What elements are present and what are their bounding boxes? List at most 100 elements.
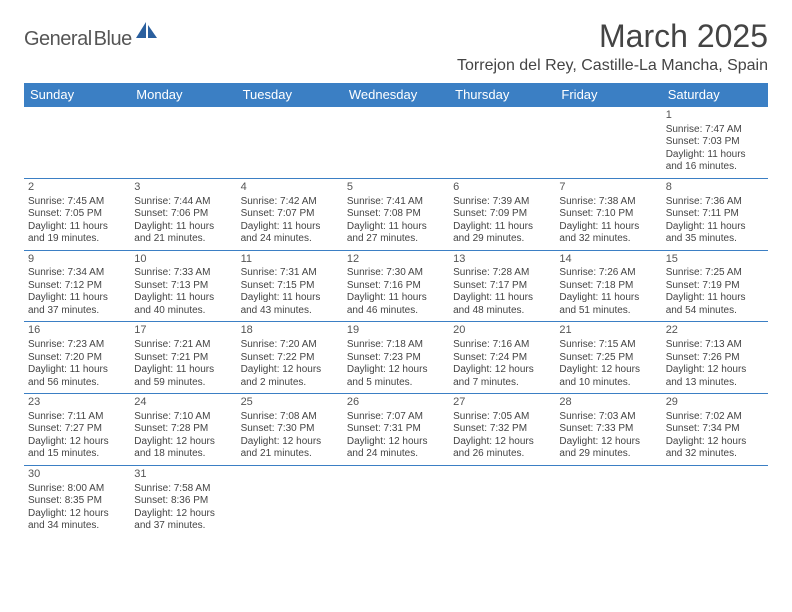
day-number: 28 (559, 396, 657, 410)
daylight-line: Daylight: 12 hours and 24 minutes. (347, 436, 445, 461)
day-number: 1 (666, 109, 764, 123)
sunrise-line: Sunrise: 7:31 AM (241, 267, 339, 280)
calendar-day-cell: 24Sunrise: 7:10 AMSunset: 7:28 PMDayligh… (130, 394, 236, 466)
daylight-line: Daylight: 12 hours and 2 minutes. (241, 364, 339, 389)
day-number: 22 (666, 324, 764, 338)
sunrise-line: Sunrise: 7:42 AM (241, 196, 339, 209)
day-number: 23 (28, 396, 126, 410)
day-number: 8 (666, 181, 764, 195)
sunset-line: Sunset: 7:26 PM (666, 352, 764, 365)
calendar-day-cell: 23Sunrise: 7:11 AMSunset: 7:27 PMDayligh… (24, 394, 130, 466)
calendar-empty-cell (343, 465, 449, 536)
calendar-day-cell: 3Sunrise: 7:44 AMSunset: 7:06 PMDaylight… (130, 178, 236, 250)
daylight-line: Daylight: 11 hours and 21 minutes. (134, 221, 232, 246)
calendar-day-cell: 21Sunrise: 7:15 AMSunset: 7:25 PMDayligh… (555, 322, 661, 394)
daylight-line: Daylight: 12 hours and 37 minutes. (134, 508, 232, 533)
day-number: 11 (241, 253, 339, 267)
sunrise-line: Sunrise: 7:30 AM (347, 267, 445, 280)
day-number: 4 (241, 181, 339, 195)
calendar-day-cell: 22Sunrise: 7:13 AMSunset: 7:26 PMDayligh… (662, 322, 768, 394)
daylight-line: Daylight: 11 hours and 51 minutes. (559, 292, 657, 317)
weekday-header: Saturday (662, 83, 768, 107)
day-number: 26 (347, 396, 445, 410)
calendar-empty-cell (343, 107, 449, 179)
daylight-line: Daylight: 11 hours and 19 minutes. (28, 221, 126, 246)
sunset-line: Sunset: 7:31 PM (347, 423, 445, 436)
sunrise-line: Sunrise: 7:16 AM (453, 339, 551, 352)
sunrise-line: Sunrise: 8:00 AM (28, 483, 126, 496)
sunrise-line: Sunrise: 7:11 AM (28, 411, 126, 424)
sunrise-line: Sunrise: 7:21 AM (134, 339, 232, 352)
daylight-line: Daylight: 11 hours and 56 minutes. (28, 364, 126, 389)
calendar-day-cell: 8Sunrise: 7:36 AMSunset: 7:11 PMDaylight… (662, 178, 768, 250)
calendar-day-cell: 31Sunrise: 7:58 AMSunset: 8:36 PMDayligh… (130, 465, 236, 536)
weekday-header: Sunday (24, 83, 130, 107)
sunset-line: Sunset: 7:33 PM (559, 423, 657, 436)
day-number: 13 (453, 253, 551, 267)
day-number: 24 (134, 396, 232, 410)
sunset-line: Sunset: 7:18 PM (559, 280, 657, 293)
daylight-line: Daylight: 11 hours and 48 minutes. (453, 292, 551, 317)
sunrise-line: Sunrise: 7:10 AM (134, 411, 232, 424)
day-number: 20 (453, 324, 551, 338)
daylight-line: Daylight: 11 hours and 27 minutes. (347, 221, 445, 246)
sunset-line: Sunset: 7:06 PM (134, 208, 232, 221)
daylight-line: Daylight: 11 hours and 46 minutes. (347, 292, 445, 317)
calendar-day-cell: 26Sunrise: 7:07 AMSunset: 7:31 PMDayligh… (343, 394, 449, 466)
calendar-day-cell: 20Sunrise: 7:16 AMSunset: 7:24 PMDayligh… (449, 322, 555, 394)
sunset-line: Sunset: 7:07 PM (241, 208, 339, 221)
sunset-line: Sunset: 8:35 PM (28, 495, 126, 508)
weekday-header: Tuesday (237, 83, 343, 107)
page-title: March 2025 (457, 18, 768, 55)
sunset-line: Sunset: 7:22 PM (241, 352, 339, 365)
sunrise-line: Sunrise: 7:45 AM (28, 196, 126, 209)
calendar-day-cell: 18Sunrise: 7:20 AMSunset: 7:22 PMDayligh… (237, 322, 343, 394)
sunrise-line: Sunrise: 7:08 AM (241, 411, 339, 424)
day-number: 29 (666, 396, 764, 410)
day-number: 27 (453, 396, 551, 410)
sunrise-line: Sunrise: 7:18 AM (347, 339, 445, 352)
logo-text-blue: Blue (94, 28, 132, 51)
weekday-header-row: SundayMondayTuesdayWednesdayThursdayFrid… (24, 83, 768, 107)
daylight-line: Daylight: 12 hours and 5 minutes. (347, 364, 445, 389)
sunset-line: Sunset: 7:12 PM (28, 280, 126, 293)
day-number: 16 (28, 324, 126, 338)
calendar-row: 2Sunrise: 7:45 AMSunset: 7:05 PMDaylight… (24, 178, 768, 250)
calendar-empty-cell (449, 107, 555, 179)
calendar-day-cell: 1Sunrise: 7:47 AMSunset: 7:03 PMDaylight… (662, 107, 768, 179)
calendar-empty-cell (237, 465, 343, 536)
calendar-day-cell: 4Sunrise: 7:42 AMSunset: 7:07 PMDaylight… (237, 178, 343, 250)
calendar-day-cell: 6Sunrise: 7:39 AMSunset: 7:09 PMDaylight… (449, 178, 555, 250)
calendar-body: 1Sunrise: 7:47 AMSunset: 7:03 PMDaylight… (24, 107, 768, 537)
day-number: 2 (28, 181, 126, 195)
calendar-day-cell: 14Sunrise: 7:26 AMSunset: 7:18 PMDayligh… (555, 250, 661, 322)
daylight-line: Daylight: 11 hours and 43 minutes. (241, 292, 339, 317)
calendar-day-cell: 27Sunrise: 7:05 AMSunset: 7:32 PMDayligh… (449, 394, 555, 466)
logo-text-general: General (24, 28, 92, 51)
calendar-empty-cell (130, 107, 236, 179)
logo-sail-icon (136, 22, 158, 45)
calendar-day-cell: 10Sunrise: 7:33 AMSunset: 7:13 PMDayligh… (130, 250, 236, 322)
weekday-header: Thursday (449, 83, 555, 107)
daylight-line: Daylight: 12 hours and 26 minutes. (453, 436, 551, 461)
sunrise-line: Sunrise: 7:02 AM (666, 411, 764, 424)
sunrise-line: Sunrise: 7:20 AM (241, 339, 339, 352)
sunrise-line: Sunrise: 7:34 AM (28, 267, 126, 280)
calendar-day-cell: 16Sunrise: 7:23 AMSunset: 7:20 PMDayligh… (24, 322, 130, 394)
calendar-row: 16Sunrise: 7:23 AMSunset: 7:20 PMDayligh… (24, 322, 768, 394)
sunrise-line: Sunrise: 7:25 AM (666, 267, 764, 280)
sunset-line: Sunset: 7:28 PM (134, 423, 232, 436)
sunrise-line: Sunrise: 7:13 AM (666, 339, 764, 352)
sunset-line: Sunset: 7:30 PM (241, 423, 339, 436)
day-number: 5 (347, 181, 445, 195)
calendar-empty-cell (24, 107, 130, 179)
day-number: 21 (559, 324, 657, 338)
daylight-line: Daylight: 11 hours and 37 minutes. (28, 292, 126, 317)
calendar-empty-cell (555, 465, 661, 536)
calendar-day-cell: 2Sunrise: 7:45 AMSunset: 7:05 PMDaylight… (24, 178, 130, 250)
calendar-empty-cell (555, 107, 661, 179)
sunrise-line: Sunrise: 7:28 AM (453, 267, 551, 280)
calendar-day-cell: 28Sunrise: 7:03 AMSunset: 7:33 PMDayligh… (555, 394, 661, 466)
sunrise-line: Sunrise: 7:44 AM (134, 196, 232, 209)
sunset-line: Sunset: 7:17 PM (453, 280, 551, 293)
